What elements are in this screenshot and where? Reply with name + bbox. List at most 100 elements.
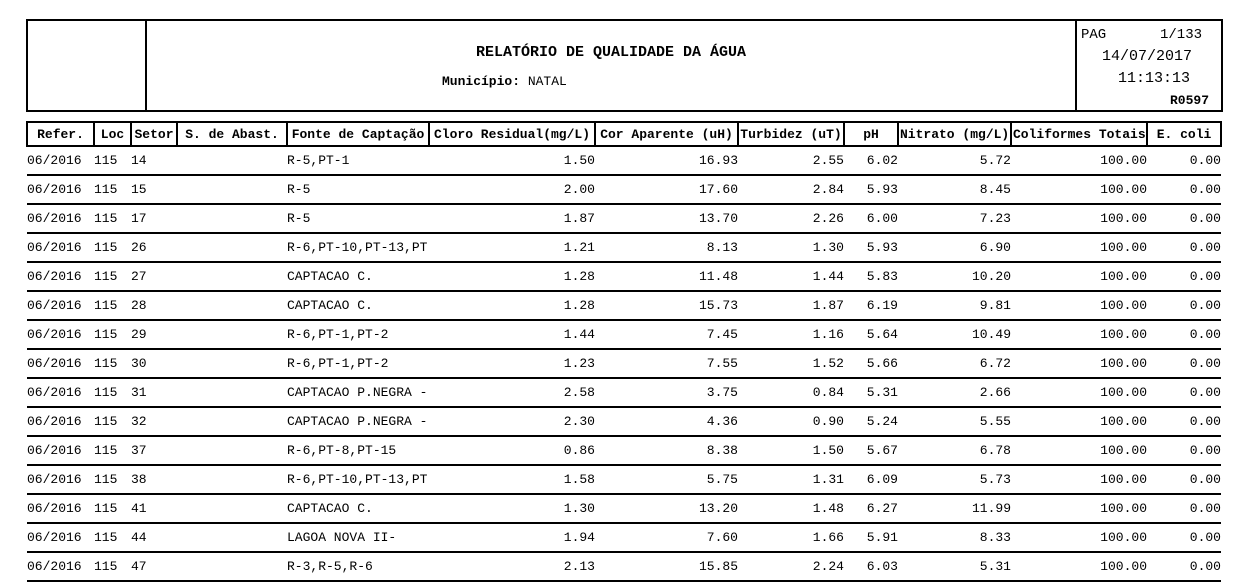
cell-coliformes: 100.00 (1011, 291, 1147, 321)
column-header-fonte-captacao: Fonte de Captação (286, 121, 430, 147)
cell-cor-aparente: 11.48 (595, 262, 738, 292)
cell-nitrato: 11.99 (898, 494, 1011, 524)
column-header-nitrato: Nitrato (mg/L) (897, 121, 1012, 147)
table-row: 06/2016 115 37 R-6,PT-8,PT-15 0.86 8.38 … (27, 436, 1221, 466)
column-header-turbidez: Turbidez (uT) (737, 121, 845, 147)
cell-nitrato: 5.31 (898, 552, 1011, 582)
page-number: 1/133 (1159, 27, 1202, 43)
cell-setor: 30 (131, 349, 177, 379)
cell-ph: 5.64 (844, 320, 898, 350)
cell-ph: 5.93 (844, 175, 898, 205)
cell-cor-aparente: 15.73 (595, 291, 738, 321)
cell-loc: 115 (94, 175, 131, 205)
cell-ph: 6.02 (844, 146, 898, 176)
cell-cloro-residual: 2.30 (429, 407, 595, 437)
cell-e-coli: 0.00 (1147, 465, 1221, 495)
cell-loc: 115 (94, 204, 131, 234)
cell-e-coli: 0.00 (1147, 494, 1221, 524)
cell-ph: 5.31 (844, 378, 898, 408)
cell-cor-aparente: 7.55 (595, 349, 738, 379)
cell-turbidez: 1.48 (738, 494, 844, 524)
cell-ph: 6.09 (844, 465, 898, 495)
cell-e-coli: 0.00 (1147, 407, 1221, 437)
cell-fonte-captacao: R-6,PT-10,PT-13,PT (287, 233, 429, 263)
cell-setor: 47 (131, 552, 177, 582)
cell-s-de-abast (177, 349, 287, 379)
cell-ph: 6.19 (844, 291, 898, 321)
cell-e-coli: 0.00 (1147, 349, 1221, 379)
cell-loc: 115 (94, 436, 131, 466)
cell-s-de-abast (177, 146, 287, 176)
cell-coliformes: 100.00 (1011, 146, 1147, 176)
page-line: PAG 1/133 (1077, 24, 1221, 46)
municipio-value: NATAL (527, 74, 567, 89)
cell-fonte-captacao: R-3,R-5,R-6 (287, 552, 429, 582)
cell-refer: 06/2016 (27, 523, 94, 553)
cell-fonte-captacao: R-5,PT-1 (287, 146, 429, 176)
page-label: PAG (1081, 27, 1107, 43)
cell-refer: 06/2016 (27, 552, 94, 582)
cell-cor-aparente: 7.60 (595, 523, 738, 553)
cell-refer: 06/2016 (27, 262, 94, 292)
cell-cloro-residual: 1.58 (429, 465, 595, 495)
cell-loc: 115 (94, 523, 131, 553)
column-header-setor: Setor (130, 121, 178, 147)
cell-nitrato: 6.78 (898, 436, 1011, 466)
table-row: 06/2016 115 44 LAGOA NOVA II- 1.94 7.60 … (27, 523, 1221, 553)
cell-ph: 5.24 (844, 407, 898, 437)
cell-e-coli: 0.00 (1147, 436, 1221, 466)
cell-s-de-abast (177, 407, 287, 437)
table-header-row: Refer. Loc Setor S. de Abast. Fonte de C… (26, 121, 1222, 147)
cell-cor-aparente: 4.36 (595, 407, 738, 437)
cell-nitrato: 9.81 (898, 291, 1011, 321)
cell-coliformes: 100.00 (1011, 523, 1147, 553)
table-row: 06/2016 115 26 R-6,PT-10,PT-13,PT 1.21 8… (27, 233, 1221, 263)
cell-refer: 06/2016 (27, 349, 94, 379)
cell-e-coli: 0.00 (1147, 175, 1221, 205)
cell-e-coli: 0.00 (1147, 378, 1221, 408)
cell-loc: 115 (94, 291, 131, 321)
cell-loc: 115 (94, 262, 131, 292)
cell-s-de-abast (177, 262, 287, 292)
cell-ph: 5.66 (844, 349, 898, 379)
cell-cloro-residual: 1.23 (429, 349, 595, 379)
cell-fonte-captacao: CAPTACAO C. (287, 494, 429, 524)
column-header-loc: Loc (93, 121, 132, 147)
cell-cor-aparente: 7.45 (595, 320, 738, 350)
cell-refer: 06/2016 (27, 175, 94, 205)
cell-setor: 29 (131, 320, 177, 350)
cell-cloro-residual: 1.21 (429, 233, 595, 263)
cell-coliformes: 100.00 (1011, 494, 1147, 524)
cell-cor-aparente: 8.13 (595, 233, 738, 263)
cell-turbidez: 1.31 (738, 465, 844, 495)
cell-ph: 5.93 (844, 233, 898, 263)
cell-s-de-abast (177, 523, 287, 553)
table-row: 06/2016 115 30 R-6,PT-1,PT-2 1.23 7.55 1… (27, 349, 1221, 379)
table-row: 06/2016 115 32 CAPTACAO P.NEGRA - 2.30 4… (27, 407, 1221, 437)
cell-nitrato: 6.90 (898, 233, 1011, 263)
cell-setor: 44 (131, 523, 177, 553)
cell-s-de-abast (177, 175, 287, 205)
cell-setor: 27 (131, 262, 177, 292)
cell-nitrato: 7.23 (898, 204, 1011, 234)
cell-fonte-captacao: R-6,PT-8,PT-15 (287, 436, 429, 466)
cell-cloro-residual: 2.13 (429, 552, 595, 582)
cell-fonte-captacao: LAGOA NOVA II- (287, 523, 429, 553)
cell-s-de-abast (177, 320, 287, 350)
cell-s-de-abast (177, 204, 287, 234)
cell-refer: 06/2016 (27, 407, 94, 437)
cell-nitrato: 2.66 (898, 378, 1011, 408)
cell-coliformes: 100.00 (1011, 378, 1147, 408)
cell-ph: 5.91 (844, 523, 898, 553)
cell-ph: 6.00 (844, 204, 898, 234)
cell-setor: 15 (131, 175, 177, 205)
cell-turbidez: 2.24 (738, 552, 844, 582)
cell-cloro-residual: 1.94 (429, 523, 595, 553)
column-header-refer: Refer. (26, 121, 95, 147)
report-code: R0597 (1169, 93, 1209, 108)
cell-ph: 5.83 (844, 262, 898, 292)
cell-turbidez: 1.52 (738, 349, 844, 379)
cell-fonte-captacao: CAPTACAO P.NEGRA - (287, 407, 429, 437)
cell-ph: 5.67 (844, 436, 898, 466)
